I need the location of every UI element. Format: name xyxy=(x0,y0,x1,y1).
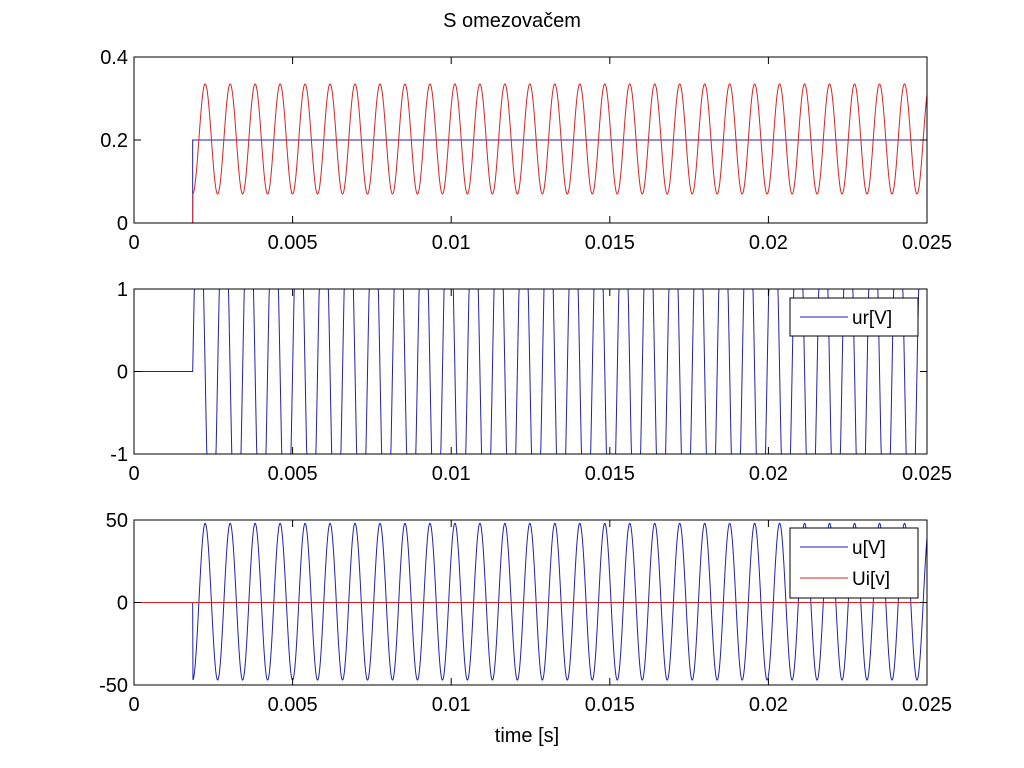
subplot-1: 0 0.005 0.01 0.015 0.02 0.025 0 0.2 0.4 xyxy=(100,47,952,254)
legend-entry: Ui[v] xyxy=(852,569,890,590)
x-tick-label: 0.005 xyxy=(268,232,318,254)
x-tick-label: 0.005 xyxy=(268,463,318,485)
x-tick-label: 0.015 xyxy=(585,232,635,254)
legend-entry: u[V] xyxy=(852,538,886,559)
series-line-0-0 xyxy=(134,139,927,223)
x-tick-label: 0.02 xyxy=(749,463,788,485)
x-tick-label: 0.015 xyxy=(585,694,635,716)
y-tick-label: 0.4 xyxy=(100,47,128,69)
y-tick-label: 0 xyxy=(117,362,128,384)
y-tick-label: -1 xyxy=(110,444,128,466)
legend-entry: ur[V] xyxy=(852,308,892,329)
series-line-uv xyxy=(134,522,927,681)
y-tick-label: 0.2 xyxy=(100,130,128,152)
x-tick-label: 0.025 xyxy=(902,463,952,485)
series-line-urv xyxy=(134,289,927,454)
x-axis-label: time [s] xyxy=(495,725,559,747)
y-tick-label: -50 xyxy=(99,675,128,697)
series-line-0-1 xyxy=(134,83,927,223)
x-tick-label: 0.02 xyxy=(749,232,788,254)
x-tick-label: 0.015 xyxy=(585,463,635,485)
legend: u[V] Ui[v] xyxy=(789,527,919,599)
x-tick-label: 0.025 xyxy=(902,694,952,716)
x-tick-label: 0.01 xyxy=(432,232,471,254)
y-tick-label: 0 xyxy=(117,593,128,615)
x-tick-label: 0 xyxy=(128,463,139,485)
x-tick-label: 0.005 xyxy=(268,694,318,716)
y-tick-label: 50 xyxy=(106,510,128,532)
x-tick-label: 0.01 xyxy=(432,694,471,716)
legend: ur[V] xyxy=(789,297,919,337)
x-tick-label: 0.02 xyxy=(749,694,788,716)
x-tick-label: 0 xyxy=(128,232,139,254)
x-tick-label: 0.025 xyxy=(902,232,952,254)
y-tick-label: 0 xyxy=(117,213,128,235)
y-tick-label: 1 xyxy=(117,279,128,301)
figure-title: S omezovačem xyxy=(443,10,581,32)
x-tick-label: 0.01 xyxy=(432,463,471,485)
x-tick-label: 0 xyxy=(128,694,139,716)
